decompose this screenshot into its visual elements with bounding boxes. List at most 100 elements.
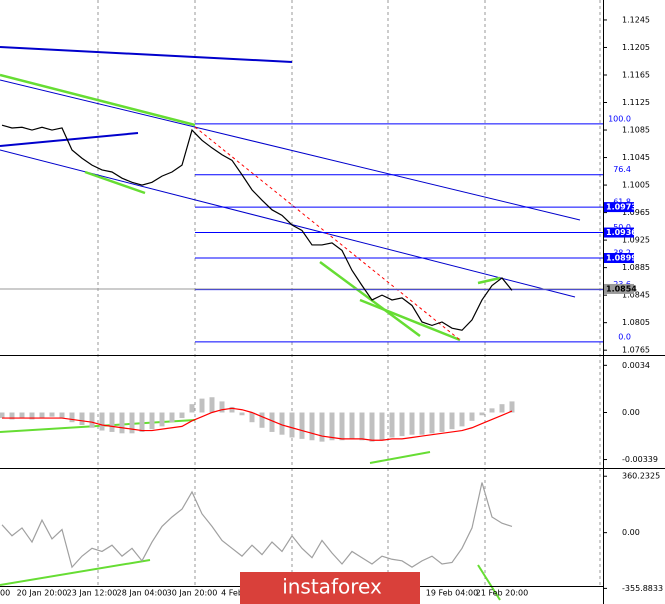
- price-label-box: [604, 202, 634, 213]
- trend-line: [0, 559, 151, 586]
- y-tick-label: 1.0885: [622, 263, 650, 272]
- price-label: 1.0899: [606, 253, 637, 262]
- histogram-bar: [399, 412, 405, 437]
- fib-level-label: 0.0: [618, 332, 631, 341]
- histogram-bar: [229, 406, 235, 413]
- histogram-bar: [149, 412, 155, 430]
- price-label-box: [604, 252, 634, 263]
- x-tick-label: 20 Jan 20:00: [17, 589, 68, 598]
- histogram-bar: [249, 412, 255, 423]
- y-tick-label: 1.1165: [622, 70, 650, 79]
- histogram-bar: [449, 412, 455, 430]
- y-tick-label: -355.8833: [622, 584, 663, 593]
- histogram-bar: [419, 412, 425, 435]
- trend-line: [369, 451, 431, 464]
- y-tick-label: 1.1245: [622, 15, 650, 24]
- trend-line: [0, 79, 581, 221]
- histogram-bar: [359, 412, 365, 441]
- trend-line: [0, 46, 293, 63]
- histogram-bar: [279, 412, 285, 435]
- trend-line: [319, 260, 421, 338]
- histogram-bar: [169, 412, 175, 423]
- trend-line: [477, 276, 501, 285]
- y-tick-label: 1.1045: [622, 153, 650, 162]
- histogram-bar: [29, 412, 35, 420]
- histogram-bar: [269, 412, 275, 432]
- histogram-bar: [189, 404, 195, 413]
- histogram-bar: [339, 412, 345, 441]
- histogram-bar: [479, 412, 485, 416]
- y-tick-label: 1.0845: [622, 291, 650, 300]
- x-tick-label: 30 Jan 20:00: [167, 589, 218, 598]
- watermark: instaforex: [240, 572, 420, 604]
- histogram-bar: [489, 408, 495, 413]
- x-tick-label: 00: [0, 589, 10, 598]
- fib-level-label: 100.0: [608, 114, 631, 123]
- current-price-label: 1.0854: [606, 284, 637, 293]
- histogram-bar: [209, 397, 215, 413]
- histogram-bar: [379, 412, 385, 441]
- histogram-bar: [429, 412, 435, 434]
- histogram-bar: [99, 412, 105, 431]
- y-tick-label: 1.1125: [622, 98, 650, 107]
- histogram-bar: [159, 412, 165, 427]
- y-tick-label: 1.1085: [622, 126, 650, 135]
- histogram-bar: [499, 404, 505, 413]
- histogram-bar: [469, 412, 475, 421]
- y-tick-label: 1.1005: [622, 181, 650, 190]
- y-tick-label: 1.1205: [622, 43, 650, 52]
- histogram-bar: [309, 412, 315, 441]
- histogram-bar: [239, 412, 245, 416]
- histogram-bar: [139, 412, 145, 432]
- x-tick-label: 21 Feb 20:00: [476, 589, 528, 598]
- histogram-bar: [119, 412, 125, 434]
- current-price-box: [604, 283, 634, 294]
- histogram-bar: [59, 412, 65, 419]
- histogram-bar: [509, 401, 515, 413]
- histogram-bar: [89, 412, 95, 428]
- histogram-bar: [129, 412, 135, 434]
- histogram-bar: [39, 412, 45, 419]
- x-tick-label: 28 Jan 04:00: [117, 589, 168, 598]
- histogram-bar: [69, 412, 75, 423]
- y-tick-label: 360.2325: [622, 472, 660, 481]
- histogram-bar: [329, 412, 335, 441]
- price-line: [1, 124, 513, 331]
- y-tick-label: -0.00339: [622, 455, 658, 464]
- histogram-bar: [0, 412, 5, 419]
- histogram-bar: [79, 412, 85, 425]
- histogram-bar: [179, 412, 185, 419]
- y-tick-label: 0.00: [622, 408, 640, 417]
- price-line: [1, 482, 513, 569]
- watermark-box: [240, 572, 420, 604]
- y-tick-label: 1.0925: [622, 236, 650, 245]
- watermark-text: instaforex: [282, 575, 382, 599]
- trend-line: [477, 564, 501, 601]
- price-label-box: [604, 227, 634, 238]
- x-tick-label: 4 Feb: [221, 589, 243, 598]
- y-tick-label: 1.0965: [622, 208, 650, 217]
- histogram-bar: [219, 401, 225, 413]
- trend-line: [359, 298, 461, 342]
- histogram-bar: [49, 412, 55, 417]
- histogram-bar: [459, 412, 465, 427]
- histogram-bar: [199, 398, 205, 413]
- histogram-bar: [289, 412, 295, 438]
- histogram-bar: [19, 412, 25, 419]
- histogram-bar: [439, 412, 445, 432]
- histogram-bar: [259, 412, 265, 428]
- price-line: [2, 407, 513, 441]
- plot-area: [0, 0, 603, 604]
- x-tick-label: 23 Jan 12:00: [67, 589, 118, 598]
- histogram-bar: [369, 412, 375, 442]
- histogram-bar: [349, 412, 355, 439]
- y-tick-label: 0.0034: [622, 361, 650, 370]
- histogram-bar: [389, 412, 395, 438]
- histogram-bar: [319, 412, 325, 442]
- trend-line: [84, 170, 146, 195]
- fib-trend: [194, 126, 461, 341]
- y-tick-label: 0.00: [622, 528, 640, 537]
- fib-level-label: 76.4: [613, 165, 631, 174]
- histogram-bar: [409, 412, 415, 435]
